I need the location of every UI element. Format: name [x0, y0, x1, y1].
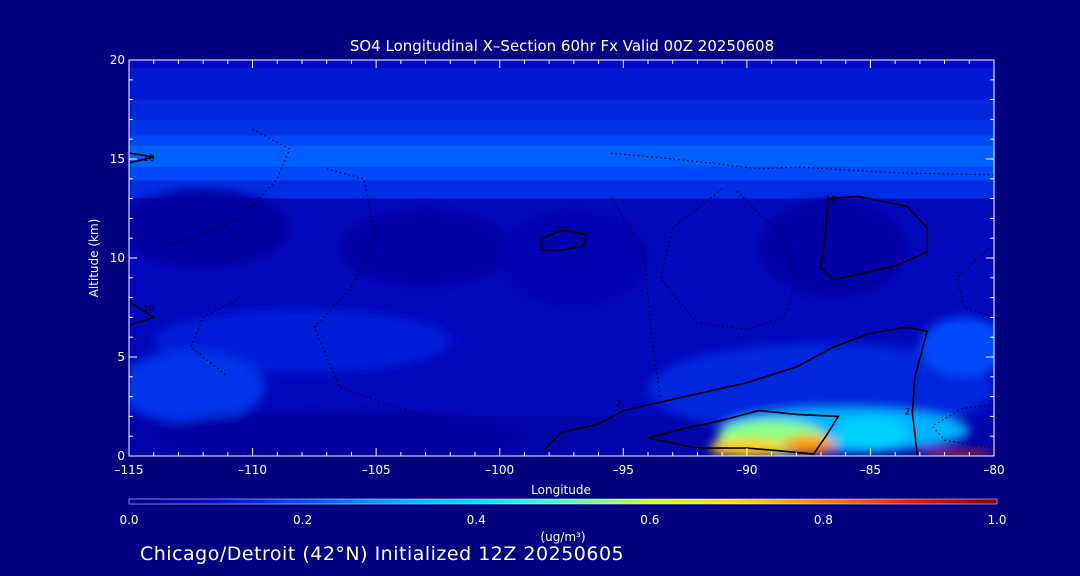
- contour-0: [129, 152, 154, 164]
- contour-7: [313, 168, 426, 417]
- x-tick-label-4: –95: [613, 463, 634, 477]
- colorbar-tick-label-5: 1.0: [987, 513, 1006, 527]
- colorbar-tick-label-0: 0.0: [119, 513, 138, 527]
- contour-label-2: 10: [825, 196, 837, 206]
- plume-3: [759, 198, 908, 298]
- contour-label-3: 10: [143, 304, 155, 314]
- band-5: [129, 145, 994, 167]
- colorbar-ticks: 0.0 0.2 0.4 0.6 0.8 1.0: [119, 513, 1006, 527]
- plume-7: [919, 317, 994, 377]
- chart-title: SO4 Longitudinal X–Section 60hr Fx Valid…: [350, 37, 774, 55]
- y-tick-label-4: 20: [110, 53, 125, 67]
- colorbar: [128, 498, 998, 505]
- x-tick-label-7: –80: [983, 463, 1004, 477]
- contour-10: [610, 198, 661, 397]
- band-7: [129, 180, 994, 199]
- plume-11: [833, 416, 908, 453]
- colorbar-tick-label-2: 0.4: [467, 513, 486, 527]
- x-tick-label-3: –100: [485, 463, 514, 477]
- x-axis-label: Longitude: [531, 483, 591, 497]
- y-tick-label-2: 10: [110, 251, 125, 265]
- contour-8: [610, 152, 994, 176]
- contour-3: [129, 300, 156, 327]
- plume-0: [129, 188, 290, 268]
- x-tick-label-1: –110: [238, 463, 267, 477]
- y-tick-label-1: 5: [117, 350, 125, 364]
- colorbar-label: (ug/m³): [540, 530, 585, 544]
- y-tick-label-3: 15: [110, 152, 125, 166]
- contour-1: [540, 229, 588, 251]
- band-2: [129, 99, 994, 120]
- plume-8: [153, 410, 525, 456]
- concentration-plumes: [129, 188, 994, 456]
- contour-2: [820, 195, 929, 281]
- plume-1: [339, 208, 513, 288]
- band-1: [129, 67, 994, 100]
- plot-area: 10 10 10 10 2 2: [129, 60, 994, 456]
- y-axis-ticks: 0 5 10 15 20: [110, 53, 994, 463]
- contour-4: [543, 326, 929, 456]
- x-tick-label-5: –90: [736, 463, 757, 477]
- x-tick-label-0: –115: [115, 463, 144, 477]
- band-0: [129, 60, 994, 68]
- band-4: [129, 135, 994, 146]
- y-axis-label: Altitude (km): [87, 219, 101, 298]
- colorbar-tick-label-4: 0.8: [814, 513, 833, 527]
- plume-14: [919, 451, 994, 456]
- plume-2: [499, 208, 648, 308]
- contour-lines: 10 10 10 10 2 2: [129, 128, 994, 456]
- x-tick-label-6: –85: [860, 463, 881, 477]
- band-6: [129, 166, 994, 181]
- contour-label-1: 10: [556, 225, 568, 235]
- contour-label-0: 10: [143, 154, 155, 164]
- x-tick-label-2: –105: [362, 463, 391, 477]
- y-tick-label-0: 0: [117, 449, 125, 463]
- contour-5: [647, 409, 840, 455]
- contour-label-5: 2: [905, 407, 911, 417]
- contour-12: [956, 247, 994, 318]
- band-3: [129, 119, 994, 136]
- colorbar-tick-label-1: 0.2: [293, 513, 312, 527]
- contour-label-4: 2: [615, 400, 621, 410]
- footer-caption: Chicago/Detroit (42°N) Initialized 12Z 2…: [140, 543, 625, 565]
- x-axis-ticks: –115 –110 –105 –100 –95 –90 –85 –80: [115, 60, 1005, 477]
- colorbar-tick-label-3: 0.6: [640, 513, 659, 527]
- plume-5: [129, 351, 265, 423]
